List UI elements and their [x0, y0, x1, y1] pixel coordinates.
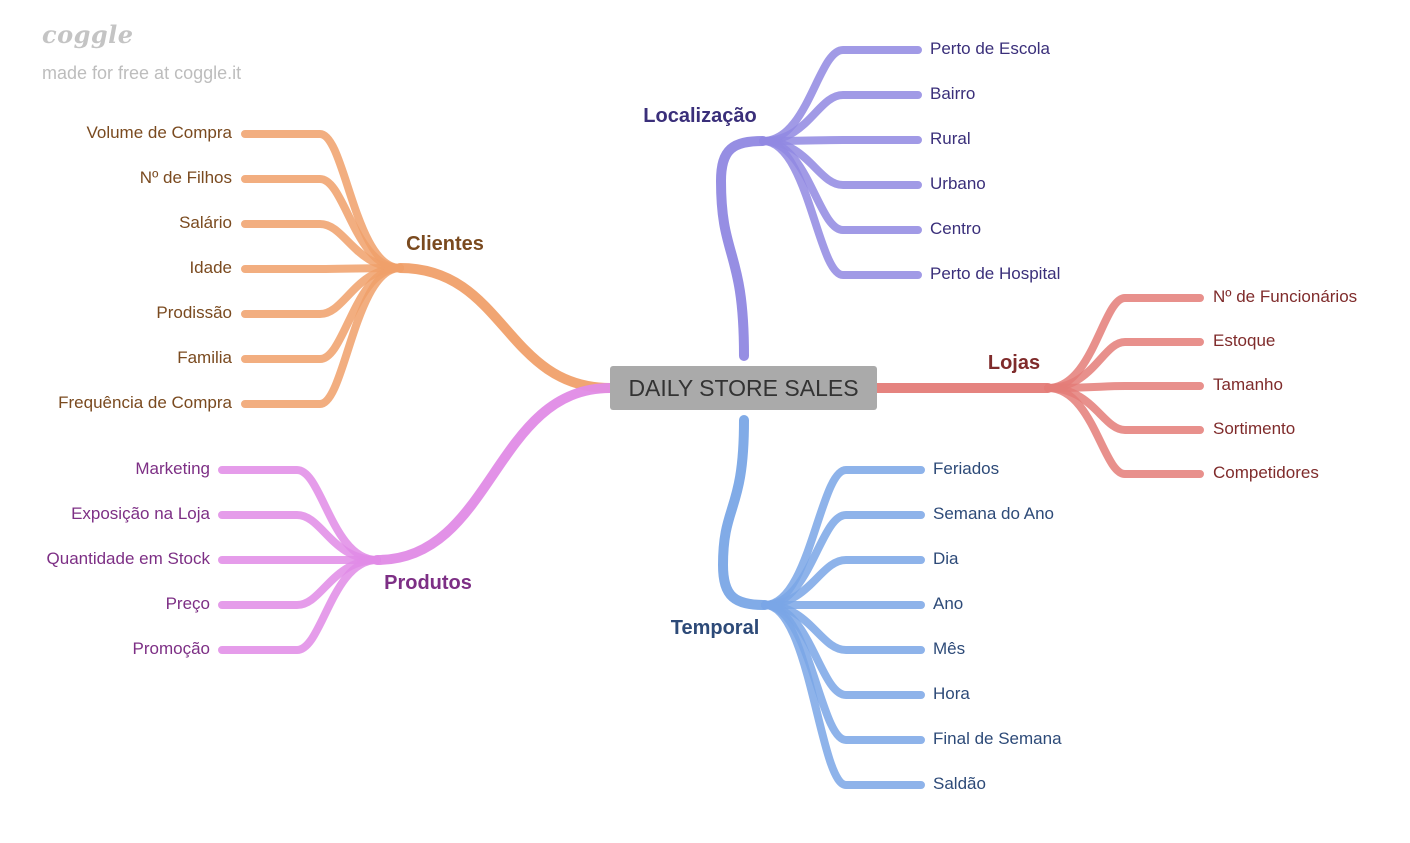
produtos-branch-label[interactable]: Produtos: [384, 572, 472, 594]
temporal-child-label[interactable]: Hora: [933, 684, 970, 703]
clientes-child-label[interactable]: Idade: [189, 258, 232, 277]
lojas-child-link: [1044, 338, 1204, 392]
produtos-child-label[interactable]: Quantidade em Stock: [46, 549, 210, 568]
root-node[interactable]: DAILY STORE SALES: [610, 366, 877, 410]
clientes-child-label[interactable]: Nº de Filhos: [139, 168, 232, 187]
temporal-child-label[interactable]: Final de Semana: [933, 729, 1062, 748]
clientes-child-label[interactable]: Familia: [177, 348, 232, 367]
localizacao-child-link: [759, 91, 922, 145]
temporal-child-label[interactable]: Saldão: [933, 774, 986, 793]
clientes-branch-label[interactable]: Clientes: [406, 233, 484, 255]
localizacao-child-label[interactable]: Perto de Hospital: [930, 264, 1061, 283]
temporal-child-link: [761, 466, 925, 609]
lojas-child-label[interactable]: Sortimento: [1213, 419, 1296, 438]
temporal-branch-label[interactable]: Temporal: [670, 617, 760, 639]
clientes-child-link: [241, 264, 404, 408]
temporal-trunk-link: [717, 415, 770, 610]
coggle-logo: coggle: [42, 20, 134, 49]
temporal-child-label[interactable]: Feriados: [933, 459, 1000, 478]
lojas-branch-label[interactable]: Lojas: [987, 352, 1041, 374]
clientes-child-link: [241, 220, 404, 272]
localizacao-trunk-link: [715, 136, 768, 361]
clientes-child-label[interactable]: Volume de Compra: [86, 123, 232, 142]
lojas-child-label[interactable]: Nº de Funcionários: [1213, 287, 1358, 306]
temporal-child-link: [761, 601, 925, 789]
temporal-child-label[interactable]: Ano: [933, 594, 964, 613]
clientes-trunk-link: [395, 263, 615, 393]
localizacao-child-label[interactable]: Urbano: [930, 174, 986, 193]
temporal-child-label[interactable]: Mês: [933, 639, 966, 658]
clientes-child-link: [241, 130, 404, 272]
lojas-child-label[interactable]: Estoque: [1213, 331, 1276, 350]
localizacao-branch-label[interactable]: Localização: [643, 105, 757, 127]
lojas-child-label[interactable]: Competidores: [1213, 463, 1319, 482]
coggle-tagline: made for free at coggle.it: [42, 63, 242, 83]
produtos-trunk-link: [372, 383, 615, 565]
temporal-child-label[interactable]: Semana do Ano: [933, 504, 1054, 523]
temporal-child-label[interactable]: Dia: [933, 549, 959, 568]
localizacao-child-link: [759, 137, 922, 279]
localizacao-child-label[interactable]: Rural: [930, 129, 971, 148]
localizacao-child-label[interactable]: Bairro: [930, 84, 976, 103]
produtos-child-link: [218, 556, 381, 654]
temporal-child-link: [761, 556, 925, 609]
localizacao-child-label[interactable]: Centro: [930, 219, 982, 238]
produtos-child-label[interactable]: Preço: [165, 594, 210, 613]
localizacao-child-link: [759, 136, 922, 145]
produtos-child-label[interactable]: Marketing: [135, 459, 210, 478]
lojas-child-link: [1044, 384, 1204, 478]
produtos-child-link: [218, 511, 381, 564]
produtos-child-label[interactable]: Exposição na Loja: [71, 504, 210, 523]
clientes-child-label[interactable]: Prodissão: [156, 303, 232, 322]
clientes-child-label[interactable]: Frequência de Compra: [58, 393, 232, 412]
lojas-child-link: [1044, 382, 1204, 392]
produtos-child-label[interactable]: Promoção: [132, 639, 210, 658]
lojas-child-label[interactable]: Tamanho: [1213, 375, 1283, 394]
localizacao-child-label[interactable]: Perto de Escola: [930, 39, 1051, 58]
clientes-child-label[interactable]: Salário: [179, 213, 232, 232]
